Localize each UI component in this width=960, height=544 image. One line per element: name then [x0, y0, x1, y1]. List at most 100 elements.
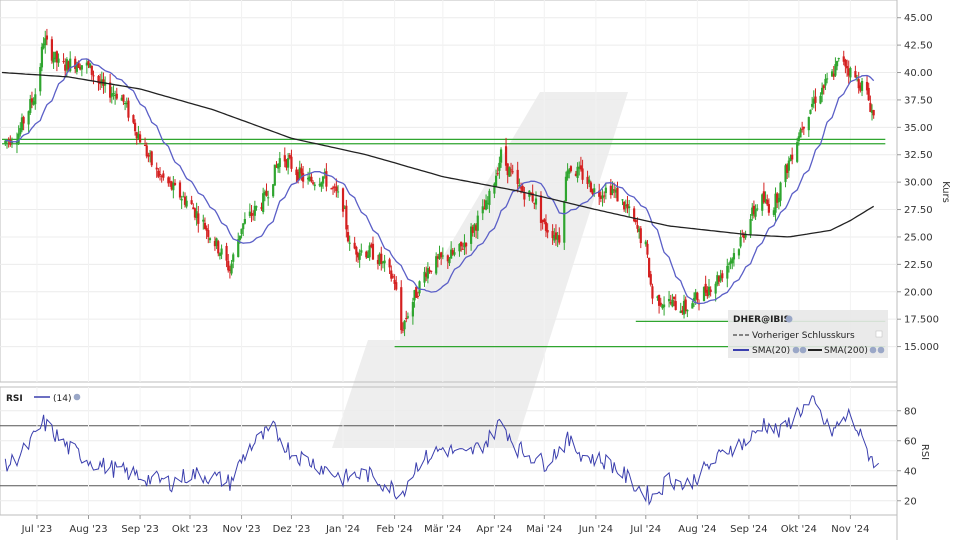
candle-body	[197, 213, 200, 224]
candle-body	[203, 222, 207, 229]
candle-body	[193, 208, 197, 218]
candle-body	[308, 176, 311, 181]
candle-body	[301, 173, 305, 182]
legend-prev-close-checkbox[interactable]	[875, 330, 883, 338]
candle-body	[807, 117, 810, 131]
candle-body	[749, 219, 752, 236]
candle-body	[85, 62, 88, 66]
candle-body	[313, 184, 316, 187]
candle-body	[440, 252, 443, 258]
candle-body	[393, 279, 396, 284]
candle-body	[460, 241, 463, 247]
candle-body	[318, 183, 321, 186]
candle-body	[87, 61, 90, 65]
candle-body	[220, 248, 223, 255]
candle-body	[508, 167, 511, 177]
rsi-settings-icon[interactable]	[73, 393, 81, 401]
candle-body	[639, 228, 642, 244]
rsi-title: RSI	[6, 394, 23, 404]
candle-body	[330, 188, 333, 190]
candle-body	[287, 158, 290, 168]
candle-body	[844, 59, 847, 67]
legend-sma200-settings-icon[interactable]	[869, 346, 877, 354]
candle-body	[137, 133, 140, 139]
candle-body	[546, 230, 549, 233]
legend-symbol-icon[interactable]	[785, 315, 793, 323]
candle-body	[403, 320, 406, 330]
candle-body	[147, 154, 150, 157]
candle-body	[601, 195, 604, 199]
candle-body	[355, 246, 358, 255]
candle-body	[531, 192, 534, 202]
candle-body	[227, 260, 230, 271]
candle-body	[183, 196, 187, 205]
candle-body	[4, 140, 7, 144]
legend-sma200-label: SMA(200)	[824, 346, 868, 356]
candle-body	[75, 63, 78, 72]
candle-body	[99, 81, 102, 85]
legend-sma200-eye-icon[interactable]	[877, 346, 885, 354]
candle-body	[155, 167, 158, 170]
x-tick-label: Mai '24	[526, 524, 562, 535]
candle-body	[336, 191, 340, 193]
candle-body	[847, 68, 850, 76]
candle-body	[380, 253, 383, 264]
candle-body	[732, 253, 736, 260]
candle-body	[450, 249, 453, 259]
candle-body	[553, 235, 556, 241]
candle-body	[29, 99, 32, 113]
candle-body	[774, 193, 777, 213]
candle-body	[451, 250, 454, 255]
candle-body	[185, 200, 188, 207]
candle-body	[865, 81, 869, 91]
candle-body	[132, 115, 135, 123]
x-tick-label: Jul '24	[629, 524, 661, 535]
candle-body	[120, 97, 123, 101]
x-tick-label: Okt '23	[172, 524, 208, 535]
candle-body	[486, 202, 489, 204]
legend-prev-close-label: Vorheriger Schlusskurs	[752, 331, 855, 341]
candle-body	[751, 207, 754, 216]
candle-body	[593, 188, 596, 193]
sma200-line	[1, 71, 875, 238]
candle-body	[441, 255, 444, 257]
x-tick-label: Jan '24	[325, 524, 360, 535]
legend-sma20-settings-icon[interactable]	[792, 346, 800, 354]
candle-body	[809, 109, 812, 114]
candle-body	[138, 134, 142, 143]
legend-sma20-eye-icon[interactable]	[799, 346, 807, 354]
candle-body	[69, 58, 72, 72]
candle-body	[401, 329, 405, 331]
candle-body	[604, 187, 607, 194]
candle-body	[744, 234, 747, 238]
sma20-line	[5, 58, 875, 305]
candle-body	[691, 303, 694, 309]
candle-body	[125, 102, 128, 105]
candle-body	[470, 226, 473, 244]
candle-body	[832, 73, 835, 77]
rsi-tick-label: 60	[904, 436, 917, 447]
candle-body	[519, 187, 523, 189]
candle-body	[376, 259, 380, 264]
candle-body	[333, 186, 336, 188]
candle-body	[578, 166, 581, 169]
x-tick-label: Apr '24	[476, 524, 512, 535]
candle-body	[30, 98, 34, 103]
candle-body	[135, 132, 138, 139]
candle-body	[717, 276, 721, 282]
candle-body	[260, 207, 263, 209]
candle-body	[824, 78, 827, 86]
rsi-tick-label: 40	[904, 466, 917, 477]
candle-body	[694, 292, 697, 299]
candle-body	[124, 102, 127, 104]
candle-body	[544, 222, 548, 231]
candle-body	[448, 258, 451, 264]
candle-body	[706, 289, 709, 297]
candle-body	[533, 202, 536, 204]
candlestick-series	[4, 28, 875, 337]
candle-body	[636, 224, 639, 229]
candle-body	[368, 245, 371, 258]
candle-body	[40, 46, 44, 68]
candle-body	[395, 282, 398, 290]
candle-body	[97, 76, 100, 83]
